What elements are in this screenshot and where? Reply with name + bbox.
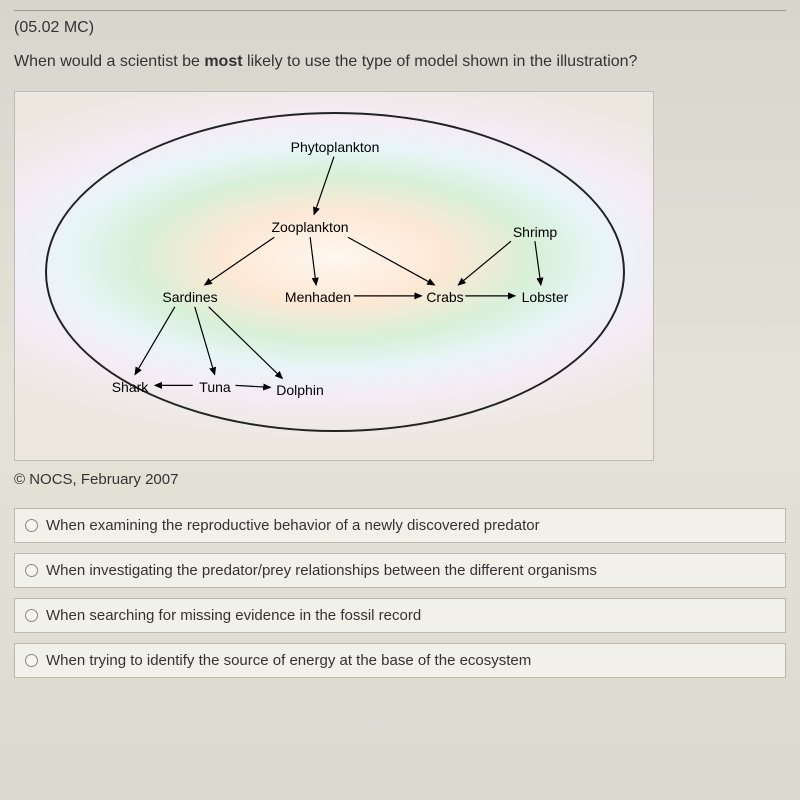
radio-icon[interactable] <box>25 564 38 577</box>
question-code: (05.02 MC) <box>14 19 786 37</box>
answer-label: When examining the reproductive behavior… <box>46 517 540 534</box>
diagram-node-crabs: Crabs <box>426 289 463 305</box>
answer-option[interactable]: When trying to identify the source of en… <box>14 643 786 678</box>
answer-option[interactable]: When investigating the predator/prey rel… <box>14 553 786 588</box>
diagram-node-shark: Shark <box>112 379 149 395</box>
diagram-node-menhaden: Menhaden <box>285 289 351 305</box>
top-divider <box>14 10 786 11</box>
diagram-node-sardines: Sardines <box>162 289 217 305</box>
question-suffix: likely to use the type of model shown in… <box>243 53 638 70</box>
question-text: When would a scientist be most likely to… <box>14 51 786 73</box>
answer-list: When examining the reproductive behavior… <box>14 508 786 678</box>
question-container: (05.02 MC) When would a scientist be mos… <box>0 0 800 692</box>
answer-label: When searching for missing evidence in t… <box>46 607 421 624</box>
diagram-node-phyto: Phytoplankton <box>291 139 380 155</box>
question-prefix: When would a scientist be <box>14 53 204 70</box>
answer-option[interactable]: When searching for missing evidence in t… <box>14 598 786 633</box>
answer-option[interactable]: When examining the reproductive behavior… <box>14 508 786 543</box>
food-web-diagram: Phytoplankton Zooplankton Shrimp Sardines Me… <box>14 91 654 461</box>
answer-label: When trying to identify the source of en… <box>46 652 531 669</box>
radio-icon[interactable] <box>25 609 38 622</box>
diagram-node-shrimp: Shrimp <box>513 224 557 240</box>
diagram-node-zoo: Zooplankton <box>271 219 348 235</box>
radio-icon[interactable] <box>25 519 38 532</box>
diagram-node-dolphin: Dolphin <box>276 382 323 398</box>
answer-label: When investigating the predator/prey rel… <box>46 562 597 579</box>
question-bold: most <box>204 53 242 70</box>
diagram-node-lobster: Lobster <box>522 289 569 305</box>
diagram-node-tuna: Tuna <box>199 379 230 395</box>
copyright-text: © NOCS, February 2007 <box>14 471 786 488</box>
radio-icon[interactable] <box>25 654 38 667</box>
